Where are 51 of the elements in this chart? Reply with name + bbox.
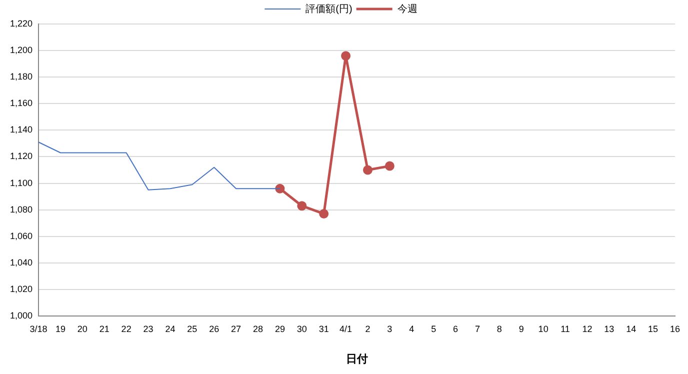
y-tick-label: 1,000: [10, 310, 33, 320]
point: [319, 209, 329, 219]
y-tick-label: 1,020: [10, 284, 33, 294]
y-tick-label: 1,220: [10, 18, 33, 28]
x-tick-label: 16: [670, 324, 680, 334]
x-tick-label: 21: [99, 324, 110, 334]
x-tick-label: 5: [431, 324, 436, 334]
x-tick-label: 15: [648, 324, 658, 334]
x-tick-label: 11: [560, 324, 570, 334]
x-tick-label: 10: [538, 324, 548, 334]
x-tick-label: 3: [387, 324, 392, 334]
x-tick-label: 23: [143, 324, 154, 334]
x-tick-label: 14: [626, 324, 636, 334]
y-tick-label: 1,140: [10, 124, 33, 135]
x-tick-label: 28: [252, 324, 264, 334]
x-tick-label: 19: [55, 324, 66, 334]
x-tick-label: 30: [296, 324, 307, 334]
point: [384, 161, 394, 171]
y-tick-label: 1,180: [10, 72, 33, 82]
point: [297, 201, 307, 211]
x-tick-label: 13: [604, 324, 614, 334]
x-axis-title: 日付: [346, 353, 368, 366]
y-tick-label: 1,080: [10, 204, 33, 214]
y-tick-label: 1,060: [10, 230, 33, 241]
point: [341, 51, 351, 61]
x-tick-label: 22: [121, 324, 132, 334]
x-tick-label: 26: [209, 324, 220, 334]
x-tick-label: 7: [474, 324, 480, 334]
x-tick-label: 20: [77, 324, 88, 334]
y-tick-label: 1,160: [10, 98, 33, 108]
x-tick-label: 29: [274, 324, 285, 334]
x-tick-label: 4/1: [340, 324, 352, 334]
y-tick-label: 1,200: [10, 45, 33, 56]
x-tick-label: 31: [318, 324, 329, 334]
x-tick-label: 8: [496, 324, 502, 334]
y-tick-label: 1,040: [10, 257, 33, 268]
x-tick-label: 2: [365, 324, 370, 334]
y-tick-label: 1,120: [10, 151, 33, 162]
x-tick-label: 25: [187, 324, 198, 334]
point: [275, 184, 285, 194]
y-tick-label: 1,100: [10, 178, 33, 188]
x-tick-label: 12: [582, 324, 592, 334]
point: [362, 165, 372, 175]
legend-label: 今週: [397, 2, 418, 15]
x-tick-label: 27: [231, 324, 242, 334]
legend-label: 評価額(円): [306, 2, 352, 15]
x-tick-label: 6: [453, 324, 458, 334]
x-tick-label: 3/18: [30, 324, 48, 334]
x-tick-label: 24: [165, 324, 176, 334]
x-tick-label: 9: [518, 324, 524, 334]
x-tick-label: 4: [409, 324, 414, 334]
